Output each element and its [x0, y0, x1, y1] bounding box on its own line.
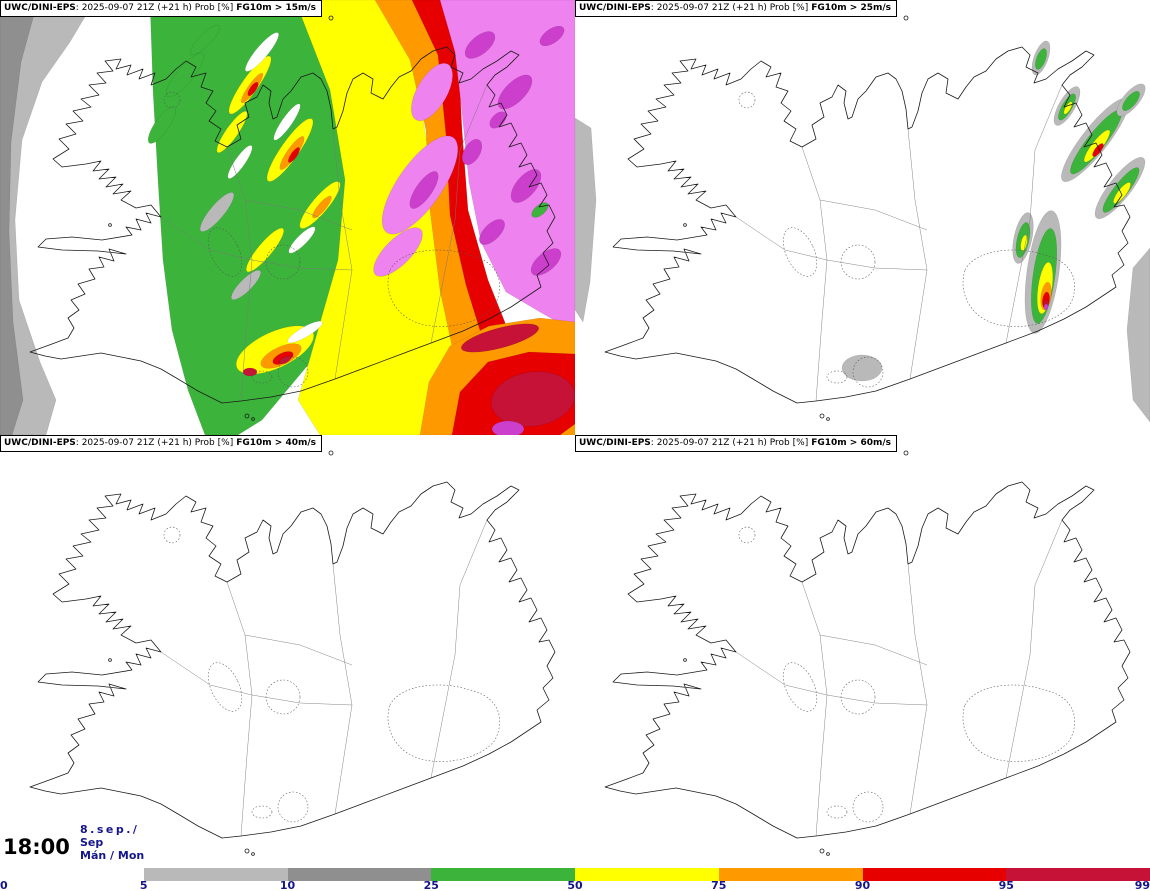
- colorbar-tick-label: 10: [279, 879, 296, 891]
- run-info: : 2025-09-07 21Z (+21 h) Prob [%]: [650, 438, 809, 448]
- model-name: UWC/DINI-EPS: [4, 438, 76, 448]
- threshold-label: FG10m > 15m/s: [236, 3, 316, 13]
- colorbar-segment: [575, 868, 719, 881]
- model-name: UWC/DINI-EPS: [579, 438, 651, 448]
- panel-title: UWC/DINI-EPS: 2025-09-07 21Z (+21 h) Pro…: [0, 435, 322, 452]
- valid-date: 8.sep./ Sep Mán / Mon: [80, 823, 144, 862]
- run-info: : 2025-09-07 21Z (+21 h) Prob [%]: [75, 3, 234, 13]
- valid-time: 18:00: [3, 835, 70, 859]
- colorbar-segment: [1006, 868, 1150, 881]
- iceland-map-prob40: [29, 450, 556, 856]
- threshold-label: FG10m > 25m/s: [811, 3, 891, 13]
- colorbar-tick-label: 75: [711, 879, 727, 891]
- model-name: UWC/DINI-EPS: [4, 3, 76, 13]
- colorbar-segment: [862, 868, 1007, 881]
- colorbar-segment: [287, 868, 432, 881]
- colorbar-segment: [0, 868, 144, 881]
- date-weekday: Mán / Mon: [80, 849, 145, 862]
- panel-fg10m-25: UWC/DINI-EPS: 2025-09-07 21Z (+21 h) Pro…: [575, 0, 1150, 435]
- panel-title: UWC/DINI-EPS: 2025-09-07 21Z (+21 h) Pro…: [0, 0, 322, 17]
- colorbar-tick-label: 0: [0, 879, 8, 891]
- panel-fg10m-40: UWC/DINI-EPS: 2025-09-07 21Z (+21 h) Pro…: [0, 435, 575, 870]
- model-name: UWC/DINI-EPS: [579, 3, 651, 13]
- colorbar-tick-label: 99: [1134, 879, 1150, 891]
- colorbar-labels: 0 5 10 25 50 75 90 95 99: [0, 879, 1150, 891]
- date-day: 8.sep./: [80, 823, 140, 836]
- run-info: : 2025-09-07 21Z (+21 h) Prob [%]: [650, 3, 809, 13]
- panel-title: UWC/DINI-EPS: 2025-09-07 21Z (+21 h) Pro…: [575, 435, 897, 452]
- threshold-label: FG10m > 40m/s: [236, 438, 316, 448]
- colorbar-tick-label: 25: [423, 879, 439, 891]
- iceland-map-prob60: [604, 450, 1131, 856]
- iceland-map-prob15: [0, 0, 575, 435]
- colorbar-tick-label: 50: [567, 879, 583, 891]
- colorbar-tick-label: 90: [854, 879, 871, 891]
- colorbar-segment: [143, 868, 288, 881]
- colorbar: [0, 868, 1150, 881]
- date-month: Sep: [80, 836, 104, 849]
- colorbar-segment: [431, 868, 575, 881]
- panel-title: UWC/DINI-EPS: 2025-09-07 21Z (+21 h) Pro…: [575, 0, 897, 17]
- colorbar-tick-label: 5: [139, 879, 148, 891]
- colorbar-tick-label: 95: [998, 879, 1014, 891]
- run-info: : 2025-09-07 21Z (+21 h) Prob [%]: [75, 438, 234, 448]
- colorbar-segment: [718, 868, 863, 881]
- iceland-map-prob25: [575, 15, 1150, 423]
- panel-fg10m-15: UWC/DINI-EPS: 2025-09-07 21Z (+21 h) Pro…: [0, 0, 575, 435]
- panel-fg10m-60: UWC/DINI-EPS: 2025-09-07 21Z (+21 h) Pro…: [575, 435, 1150, 870]
- threshold-label: FG10m > 60m/s: [811, 438, 891, 448]
